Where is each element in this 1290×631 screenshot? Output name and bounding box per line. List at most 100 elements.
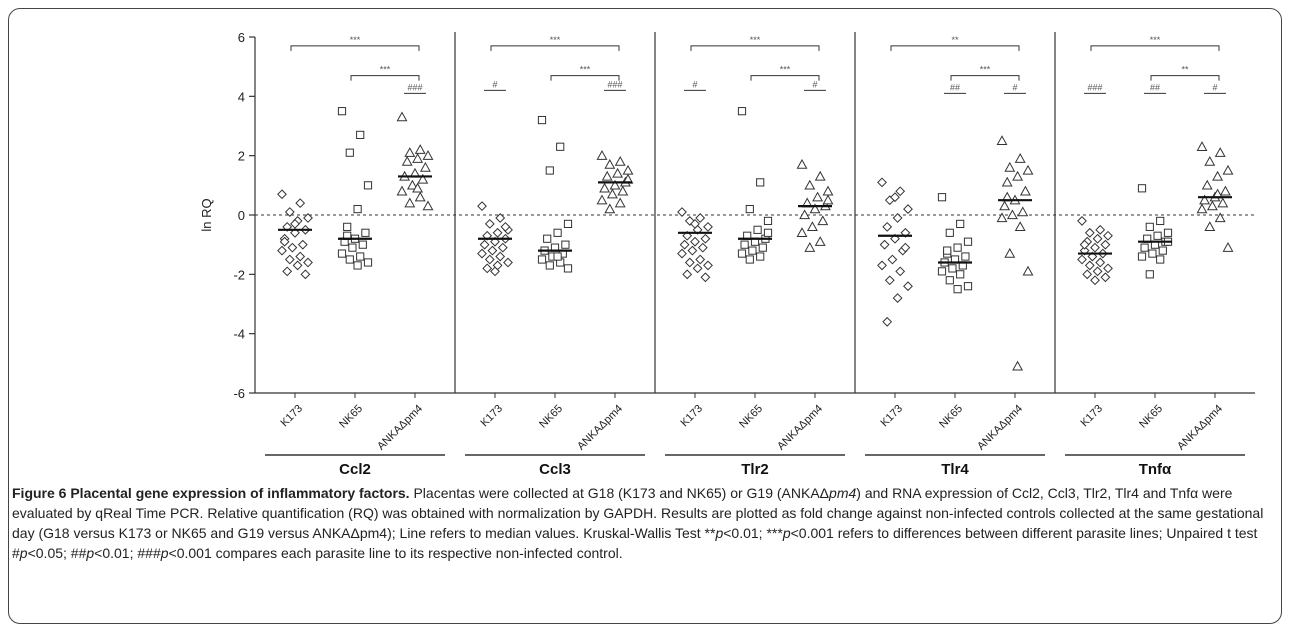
caption-italic-5: p bbox=[86, 545, 95, 561]
data-point-diamond bbox=[687, 245, 698, 256]
data-point-diamond bbox=[295, 198, 306, 209]
data-point-triangle bbox=[1219, 185, 1231, 196]
data-point-triangle bbox=[396, 185, 408, 196]
data-point-square bbox=[553, 228, 562, 237]
significance-label: *** bbox=[1150, 35, 1161, 45]
data-point-triangle bbox=[809, 203, 821, 214]
data-point-triangle bbox=[596, 194, 608, 205]
data-point-triangle bbox=[1199, 194, 1211, 205]
data-point-square bbox=[1163, 228, 1173, 237]
data-point-diamond bbox=[892, 293, 903, 303]
data-point-square bbox=[737, 249, 747, 258]
data-point-triangle bbox=[604, 203, 616, 214]
data-point-diamond bbox=[1084, 260, 1095, 271]
data-point-diamond bbox=[682, 230, 693, 241]
group-label: Tlr4 bbox=[941, 461, 969, 478]
data-point-triangle bbox=[1222, 164, 1234, 175]
group-label: Tnfα bbox=[1139, 461, 1172, 478]
data-point-square bbox=[1145, 222, 1154, 231]
data-point-square bbox=[937, 267, 947, 276]
significance-label: *** bbox=[380, 65, 391, 75]
data-point-diamond bbox=[877, 177, 887, 188]
data-point-diamond bbox=[477, 248, 487, 259]
data-point-triangle bbox=[406, 179, 418, 190]
data-point-diamond bbox=[887, 254, 898, 265]
x-tick-label: NK65 bbox=[737, 403, 765, 431]
significance-label: # bbox=[812, 79, 817, 89]
data-point-square bbox=[956, 270, 965, 279]
data-point-square bbox=[337, 249, 347, 258]
data-point-diamond bbox=[695, 213, 706, 223]
data-point-triangle bbox=[1214, 147, 1226, 157]
data-point-square bbox=[758, 243, 767, 252]
data-point-diamond bbox=[1092, 233, 1103, 244]
data-point-square bbox=[353, 261, 362, 270]
significance-label: # bbox=[692, 79, 697, 89]
data-point-diamond bbox=[279, 236, 290, 247]
data-point-diamond bbox=[1103, 263, 1113, 274]
data-point-square bbox=[1148, 249, 1157, 258]
significance-label: *** bbox=[780, 65, 791, 75]
x-tick-label: K173 bbox=[878, 403, 905, 430]
data-point-diamond bbox=[684, 216, 695, 226]
significance-bracket bbox=[890, 45, 1020, 51]
data-point-triangle bbox=[796, 227, 808, 237]
data-point-square bbox=[363, 258, 373, 267]
data-point-triangle bbox=[806, 221, 818, 232]
data-point-diamond bbox=[903, 204, 913, 214]
significance-label: *** bbox=[580, 65, 591, 75]
caption-italic-4: p bbox=[19, 545, 28, 561]
significance-label: ** bbox=[951, 35, 959, 45]
significance-bracket bbox=[1150, 75, 1220, 81]
data-point-diamond bbox=[487, 245, 498, 256]
data-point-diamond bbox=[1079, 239, 1090, 250]
significance-bracket bbox=[1090, 45, 1220, 51]
data-point-square bbox=[358, 240, 367, 249]
significance-label: # bbox=[492, 79, 497, 89]
data-point-square bbox=[763, 216, 773, 226]
data-point-square bbox=[545, 166, 554, 175]
y-tick-label: -6 bbox=[233, 386, 245, 401]
data-point-square bbox=[563, 219, 573, 229]
data-point-diamond bbox=[677, 248, 687, 259]
x-tick-label: NK65 bbox=[537, 403, 565, 431]
data-point-diamond bbox=[284, 207, 295, 217]
data-point-triangle bbox=[1001, 176, 1013, 187]
data-point-square bbox=[337, 107, 347, 116]
data-point-diamond bbox=[690, 236, 700, 247]
data-point-triangle bbox=[604, 158, 616, 169]
significance-bracket bbox=[750, 75, 820, 81]
data-point-diamond bbox=[892, 213, 903, 223]
data-point-diamond bbox=[495, 251, 506, 262]
caption-text-2: ) and RNA expression of Ccl2, Ccl3, Tlr2… bbox=[12, 485, 1264, 541]
data-point-triangle bbox=[422, 150, 434, 160]
data-point-diamond bbox=[277, 189, 287, 200]
significance-label: # bbox=[1212, 82, 1217, 92]
significance-bracket bbox=[350, 75, 420, 81]
data-point-square bbox=[356, 130, 365, 140]
data-point-square bbox=[756, 252, 765, 261]
data-point-diamond bbox=[477, 201, 487, 212]
x-tick-label: K173 bbox=[1078, 403, 1105, 430]
x-tick-label: NK65 bbox=[937, 403, 965, 431]
data-point-triangle bbox=[1004, 247, 1016, 258]
data-point-diamond bbox=[890, 192, 900, 203]
data-point-diamond bbox=[1095, 257, 1106, 268]
data-point-diamond bbox=[503, 257, 513, 268]
significance-label: ## bbox=[1150, 82, 1160, 92]
data-point-triangle bbox=[1222, 242, 1234, 252]
data-point-triangle bbox=[1012, 360, 1024, 371]
data-point-diamond bbox=[1103, 230, 1113, 241]
data-point-diamond bbox=[500, 221, 511, 232]
data-point-square bbox=[961, 252, 970, 261]
caption-text-6: <0.01; ### bbox=[94, 545, 161, 561]
data-point-triangle bbox=[999, 200, 1011, 211]
data-point-diamond bbox=[495, 213, 506, 223]
data-point-diamond bbox=[303, 257, 313, 268]
data-point-diamond bbox=[282, 266, 293, 277]
data-point-triangle bbox=[814, 236, 826, 246]
data-point-square bbox=[361, 228, 370, 237]
caption-italic-3: p bbox=[782, 525, 791, 541]
data-point-diamond bbox=[290, 218, 300, 229]
